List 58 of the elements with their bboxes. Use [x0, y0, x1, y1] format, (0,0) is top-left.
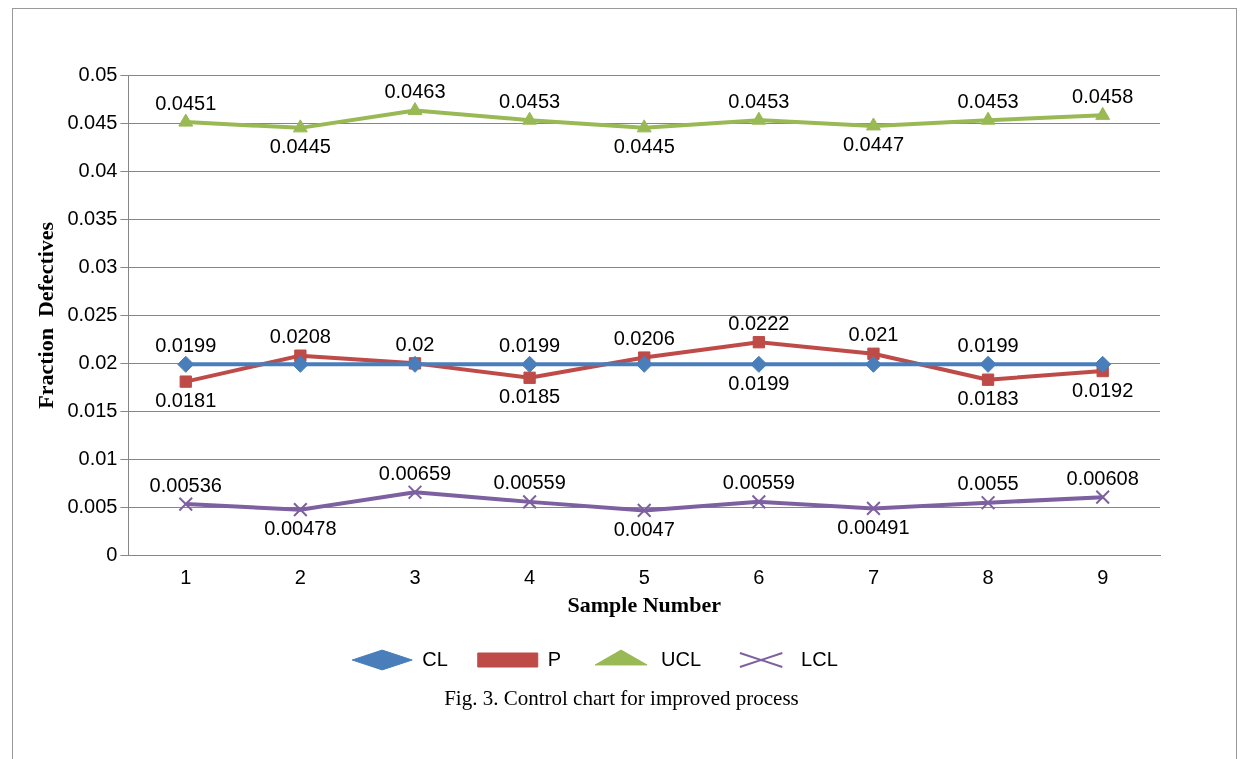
- data-label: 0.00559: [493, 471, 566, 494]
- y-tick-label: 0.01: [78, 447, 118, 469]
- y-tick-label: 0: [106, 543, 118, 566]
- x-tick-label: 6: [753, 566, 765, 589]
- data-label: 0.00608: [1066, 466, 1139, 489]
- data-label: 0.0055: [957, 472, 1019, 495]
- data-label: 0.0453: [499, 89, 561, 112]
- data-label: 0.0199: [155, 333, 217, 356]
- x-tick-label: 2: [294, 566, 306, 589]
- data-label: 0.021: [848, 323, 899, 346]
- data-label: 0.02: [395, 332, 435, 355]
- data-label: 0.0447: [842, 133, 905, 156]
- data-label: 0.0181: [155, 389, 217, 412]
- x-axis-title: Sample Number: [567, 592, 722, 618]
- data-label: 0.0192: [1072, 378, 1134, 401]
- data-label: 0.0199: [728, 371, 790, 394]
- y-tick-label: 0.03: [78, 254, 118, 277]
- y-tick-label: 0.005: [67, 495, 118, 518]
- legend-label: P: [547, 647, 562, 670]
- x-tick-label: 3: [409, 566, 421, 589]
- data-label: 0.0199: [957, 333, 1019, 356]
- caption: Fig. 3. Control chart for improved process: [443, 686, 800, 711]
- data-label: 0.0453: [728, 89, 790, 112]
- y-tick-label: 0.04: [78, 158, 118, 181]
- legend-label: CL: [422, 647, 448, 670]
- data-label: 0.0445: [269, 135, 331, 158]
- data-label: 0.00659: [378, 461, 452, 484]
- y-axis-title: Fraction Defectives: [32, 221, 58, 409]
- x-tick-label: 9: [1097, 566, 1109, 589]
- data-label: 0.00478: [264, 517, 337, 540]
- data-label: 0.00559: [722, 471, 795, 494]
- y-tick-label: 0.025: [67, 302, 118, 325]
- data-label: 0.0047: [613, 517, 675, 540]
- x-tick-label: 1: [180, 566, 192, 589]
- y-tick-label: 0.015: [67, 398, 118, 421]
- data-label: 0.0185: [499, 385, 561, 408]
- data-label: 0.00536: [149, 473, 222, 496]
- y-tick-label: 0.035: [67, 206, 118, 229]
- x-tick-label: 5: [638, 566, 650, 589]
- y-tick-label: 0.05: [78, 62, 118, 85]
- x-tick-label: 8: [982, 566, 994, 589]
- y-tick-label: 0.045: [67, 110, 118, 133]
- legend-label: UCL: [661, 647, 702, 670]
- x-tick-label: 7: [867, 566, 880, 589]
- data-label: 0.0458: [1072, 84, 1134, 107]
- data-label: 0.0463: [384, 80, 446, 103]
- data-label: 0.00491: [837, 515, 910, 538]
- data-label: 0.0206: [613, 327, 675, 350]
- legend-label: LCL: [801, 647, 838, 670]
- data-label: 0.0451: [155, 91, 217, 114]
- data-label: 0.0199: [499, 333, 561, 356]
- data-label: 0.0453: [957, 89, 1019, 112]
- y-tick-label: 0.02: [78, 350, 118, 373]
- data-label: 0.0445: [613, 135, 675, 158]
- data-label: 0.0208: [269, 325, 331, 348]
- x-tick-label: 4: [524, 566, 536, 589]
- data-label: 0.0183: [957, 387, 1019, 410]
- data-label: 0.0222: [728, 311, 790, 334]
